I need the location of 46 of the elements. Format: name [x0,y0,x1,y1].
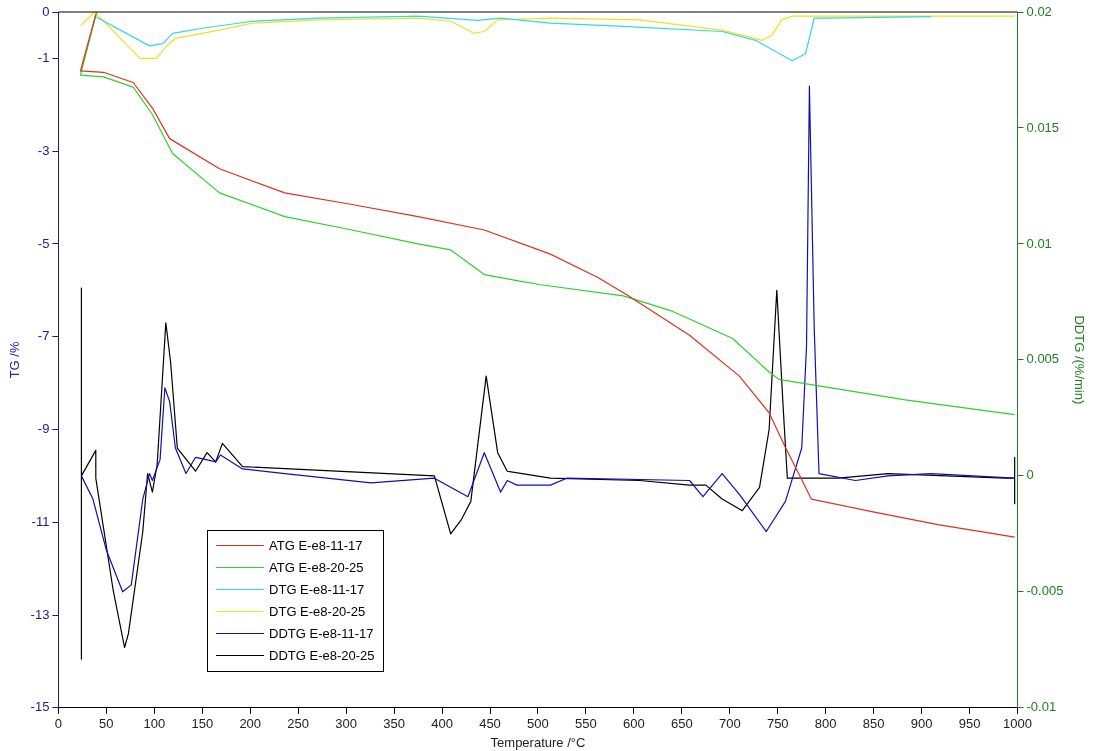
legend-label: DDTG E-e8-20-25 [269,648,375,664]
y-tick-label: -15 [30,699,50,715]
legend-label: ATG E-e8-20-25 [269,560,364,576]
x-tick-label: 300 [335,716,357,732]
y-tick-label: 0 [42,3,50,19]
y-tick-label: -3 [37,142,50,158]
x-tick-label: 700 [718,716,741,732]
y2-tick-label: 0.02 [1026,3,1052,19]
x-tick-label: 600 [623,716,645,732]
x-tick-label: 650 [670,716,693,732]
x-tick-label: 50 [99,716,114,732]
x-tick-label: 500 [527,716,549,732]
x-axis-title: Temperature /°C [490,734,586,750]
y-axis-title: TG /% [7,341,23,379]
y-tick-label: -5 [37,235,50,251]
x-tick-label: 200 [239,716,262,732]
legend-label: DTG E-e8-11-17 [269,582,365,598]
y2-tick-label: 0.005 [1026,351,1060,367]
x-tick-label: 800 [814,716,837,732]
x-tick-label: 450 [479,716,501,732]
x-tick-label: 250 [287,716,310,732]
x-tick-label: 900 [910,716,933,732]
y2-axis-title: DDTG /(%/min) [1071,315,1087,405]
y-tick-label: -7 [37,328,50,344]
y2-tick-label: 0 [1026,467,1034,483]
y-tick-label: -11 [31,513,50,529]
x-tick-label: 850 [862,716,885,732]
x-tick-label: 0 [54,716,63,732]
x-tick-label: 950 [958,716,981,732]
x-tick-label: 750 [766,716,789,732]
legend-label: ATG E-e8-11-17 [269,538,363,554]
x-tick-label: 150 [191,716,214,732]
x-tick-label: 1000 [1003,716,1032,732]
y-tick-label: -9 [37,421,50,437]
y-tick-label: -13 [30,606,50,622]
x-tick-label: 100 [143,716,166,732]
legend-label: DTG E-e8-20-25 [269,604,366,620]
y2-tick-label: -0.005 [1026,583,1064,599]
y2-tick-label: -0.01 [1026,699,1057,715]
y-tick-label: -1 [37,49,50,65]
y2-tick-label: 0.01 [1026,235,1052,251]
legend-label: DDTG E-e8-11-17 [269,626,374,642]
x-tick-label: 400 [431,716,453,732]
y2-tick-label: 0.015 [1026,119,1060,135]
x-tick-label: 350 [383,716,405,732]
x-tick-label: 550 [575,716,597,732]
